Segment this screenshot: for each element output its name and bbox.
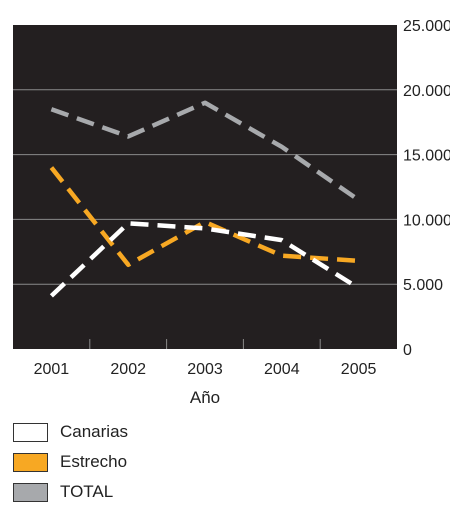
x-axis-ticks bbox=[89, 339, 321, 349]
legend: Canarias Estrecho TOTAL bbox=[13, 417, 128, 507]
x-tick-label: 2002 bbox=[110, 361, 146, 378]
legend-item-total: TOTAL bbox=[13, 477, 128, 507]
legend-swatch-total bbox=[13, 482, 48, 502]
plot-area bbox=[13, 25, 397, 349]
legend-item-estrecho: Estrecho bbox=[13, 447, 128, 477]
x-tick-label: 2004 bbox=[264, 361, 300, 378]
legend-item-canarias: Canarias bbox=[13, 417, 128, 447]
x-axis-tick-labels: 2001 2002 2003 2004 2005 bbox=[34, 361, 377, 378]
y-tick-label: 25.000 bbox=[403, 18, 450, 35]
y-tick-label: 15.000 bbox=[403, 148, 450, 165]
x-tick-label: 2003 bbox=[187, 361, 223, 378]
series-lines bbox=[49, 100, 360, 298]
x-tick-label: 2001 bbox=[34, 361, 70, 378]
y-tick-label: 20.000 bbox=[403, 83, 450, 100]
series-line-estrecho bbox=[49, 166, 359, 268]
legend-swatch-estrecho bbox=[13, 452, 48, 472]
y-axis-tick-labels: 0 5.000 10.000 15.000 20.000 25.000 bbox=[403, 18, 450, 359]
y-tick-label: 10.000 bbox=[403, 212, 450, 229]
legend-label-total: TOTAL bbox=[60, 482, 114, 501]
legend-label-canarias: Canarias bbox=[60, 422, 129, 441]
y-tick-label: 0 bbox=[403, 342, 412, 359]
legend-label-estrecho: Estrecho bbox=[60, 452, 128, 471]
legend-swatch-canarias bbox=[13, 422, 48, 442]
series-line-total bbox=[50, 100, 360, 202]
gridlines bbox=[13, 89, 397, 285]
x-tick-label: 2005 bbox=[341, 361, 377, 378]
x-axis-label: Año bbox=[190, 388, 220, 407]
y-tick-label: 5.000 bbox=[403, 277, 443, 294]
series-line-canarias bbox=[49, 221, 360, 298]
